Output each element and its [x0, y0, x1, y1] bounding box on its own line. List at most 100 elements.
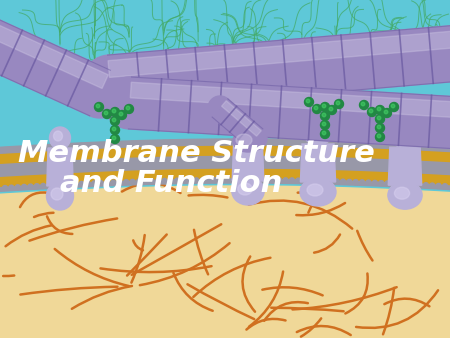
Ellipse shape [334, 179, 339, 184]
Ellipse shape [226, 177, 231, 183]
Ellipse shape [302, 178, 307, 183]
Ellipse shape [60, 144, 65, 149]
Ellipse shape [430, 183, 435, 188]
Ellipse shape [320, 102, 329, 112]
Ellipse shape [235, 122, 261, 144]
Ellipse shape [188, 140, 193, 145]
Ellipse shape [442, 146, 447, 151]
Ellipse shape [264, 140, 269, 145]
Ellipse shape [436, 184, 441, 188]
Ellipse shape [375, 123, 384, 132]
Ellipse shape [306, 99, 310, 103]
Ellipse shape [219, 177, 224, 183]
Ellipse shape [181, 178, 186, 183]
Ellipse shape [310, 127, 322, 137]
Ellipse shape [50, 127, 71, 149]
Ellipse shape [372, 180, 378, 185]
Polygon shape [0, 145, 450, 163]
Ellipse shape [360, 180, 364, 185]
Ellipse shape [236, 134, 252, 146]
Ellipse shape [304, 123, 332, 145]
Ellipse shape [119, 112, 123, 116]
Polygon shape [232, 143, 264, 181]
Ellipse shape [379, 143, 384, 148]
Ellipse shape [321, 178, 326, 184]
Ellipse shape [226, 140, 231, 145]
Ellipse shape [322, 104, 326, 108]
Ellipse shape [283, 140, 288, 145]
Ellipse shape [320, 112, 329, 121]
Ellipse shape [111, 180, 116, 185]
Ellipse shape [112, 136, 116, 140]
Ellipse shape [86, 143, 90, 148]
Ellipse shape [238, 177, 243, 183]
Polygon shape [0, 178, 450, 191]
Ellipse shape [60, 183, 65, 187]
Ellipse shape [111, 125, 120, 135]
Polygon shape [108, 25, 450, 111]
Ellipse shape [213, 177, 218, 183]
Ellipse shape [375, 105, 384, 115]
Polygon shape [130, 82, 450, 118]
Polygon shape [108, 31, 450, 77]
Ellipse shape [353, 142, 358, 147]
Ellipse shape [392, 181, 396, 186]
Ellipse shape [300, 178, 336, 206]
Text: and Function: and Function [60, 169, 283, 197]
Polygon shape [104, 77, 131, 129]
Polygon shape [0, 20, 110, 116]
Ellipse shape [388, 181, 422, 209]
Ellipse shape [305, 97, 314, 106]
Ellipse shape [442, 184, 447, 189]
Ellipse shape [417, 144, 422, 149]
Ellipse shape [92, 143, 97, 148]
Ellipse shape [320, 129, 329, 139]
Ellipse shape [117, 180, 122, 185]
Ellipse shape [245, 140, 250, 145]
Ellipse shape [175, 178, 180, 183]
Ellipse shape [372, 142, 378, 147]
Ellipse shape [200, 140, 205, 145]
Ellipse shape [430, 145, 435, 150]
Ellipse shape [47, 183, 52, 188]
Ellipse shape [347, 179, 352, 185]
Polygon shape [0, 168, 450, 186]
Ellipse shape [28, 146, 33, 151]
Ellipse shape [41, 184, 46, 188]
Polygon shape [0, 139, 450, 153]
Polygon shape [47, 148, 73, 186]
Ellipse shape [3, 186, 8, 191]
Ellipse shape [315, 140, 320, 145]
Ellipse shape [277, 178, 282, 183]
Ellipse shape [112, 118, 116, 122]
Ellipse shape [130, 141, 135, 146]
Ellipse shape [334, 99, 343, 108]
Ellipse shape [232, 177, 264, 205]
Ellipse shape [302, 140, 307, 145]
Ellipse shape [377, 107, 381, 111]
Ellipse shape [136, 179, 141, 184]
Polygon shape [0, 186, 450, 338]
Ellipse shape [34, 184, 40, 189]
Ellipse shape [9, 185, 14, 190]
Polygon shape [90, 70, 125, 118]
Ellipse shape [175, 140, 180, 145]
Ellipse shape [385, 181, 390, 186]
Ellipse shape [341, 179, 346, 184]
Ellipse shape [377, 134, 381, 138]
Ellipse shape [404, 182, 409, 187]
Ellipse shape [398, 144, 403, 148]
Ellipse shape [314, 106, 318, 110]
Ellipse shape [98, 143, 103, 148]
Ellipse shape [124, 179, 129, 185]
Ellipse shape [47, 145, 52, 150]
Ellipse shape [322, 122, 326, 126]
Ellipse shape [117, 111, 126, 120]
Ellipse shape [112, 127, 116, 131]
Ellipse shape [130, 179, 135, 184]
Ellipse shape [28, 184, 33, 189]
Ellipse shape [9, 147, 14, 152]
Ellipse shape [92, 181, 97, 186]
Ellipse shape [104, 111, 108, 115]
Ellipse shape [270, 178, 275, 183]
